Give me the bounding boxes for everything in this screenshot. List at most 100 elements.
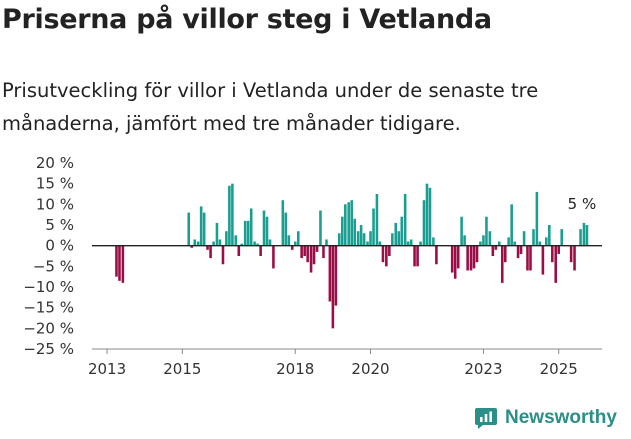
bar — [344, 204, 347, 246]
bar — [479, 241, 482, 246]
bar — [409, 239, 413, 246]
bar — [221, 245, 225, 265]
bar — [328, 245, 332, 302]
bar — [234, 235, 238, 246]
bar — [284, 212, 288, 246]
bar — [296, 231, 300, 246]
bar — [579, 229, 582, 246]
bar — [453, 245, 457, 279]
bar — [425, 183, 429, 246]
y-tick-label: 5 % — [45, 216, 74, 234]
bar — [369, 231, 372, 246]
latest-value-annotation: 5 % — [568, 195, 597, 213]
bar — [548, 225, 551, 246]
bar — [281, 200, 285, 246]
bar — [259, 245, 262, 256]
bar — [522, 231, 526, 246]
bar — [115, 245, 118, 277]
bar — [419, 241, 422, 246]
bar — [231, 183, 234, 246]
bar — [249, 208, 253, 246]
bar — [560, 229, 564, 246]
bar — [306, 245, 309, 263]
bar — [225, 231, 228, 246]
bar — [187, 212, 191, 246]
bar — [526, 245, 529, 271]
bar — [215, 222, 219, 246]
bar — [243, 220, 247, 246]
bar — [503, 245, 507, 263]
bar — [312, 245, 316, 265]
bar — [212, 241, 215, 246]
bar — [469, 245, 473, 271]
bar — [322, 245, 325, 259]
bar — [507, 237, 510, 246]
bar — [262, 210, 266, 246]
bar — [353, 218, 356, 246]
bar — [491, 245, 495, 256]
bar — [385, 245, 388, 267]
bar — [569, 245, 573, 263]
bar — [497, 241, 501, 246]
bar — [290, 245, 294, 250]
bar — [199, 206, 203, 246]
bar — [118, 245, 121, 281]
bar — [585, 225, 589, 246]
newsworthy-logo-icon — [475, 408, 497, 429]
bar — [190, 245, 194, 248]
brand-name: Newsworthy — [505, 407, 617, 428]
bar — [287, 235, 291, 246]
bar — [475, 245, 479, 263]
bar — [516, 245, 520, 259]
bar — [400, 216, 404, 246]
newsworthy-brand: Newsworthy — [474, 406, 617, 430]
bar — [366, 241, 369, 246]
bar — [573, 245, 576, 271]
bar — [450, 245, 454, 273]
bar — [541, 245, 545, 275]
bar — [121, 245, 125, 283]
bar — [513, 241, 516, 246]
bar — [432, 237, 435, 246]
bar — [375, 194, 379, 246]
bar — [456, 245, 460, 269]
bar — [268, 239, 272, 246]
bar — [494, 245, 498, 250]
y-tick-label: 0 % — [45, 237, 74, 255]
bar — [347, 202, 350, 246]
bar — [381, 245, 385, 263]
bar — [519, 245, 523, 254]
bar — [416, 245, 419, 267]
x-tick-label: 2023 — [464, 360, 502, 378]
bar — [309, 245, 313, 273]
bar — [265, 216, 269, 246]
bar — [582, 222, 586, 246]
bar — [319, 210, 322, 246]
bar — [331, 245, 335, 329]
x-tick-label: 2018 — [276, 360, 314, 378]
bar — [388, 245, 391, 256]
bar — [202, 212, 206, 246]
chart-title: Priserna på villor steg i Vetlanda — [2, 4, 492, 35]
bar — [500, 245, 504, 283]
bar — [413, 245, 416, 267]
y-tick-label: −10 % — [23, 278, 74, 296]
bar — [406, 241, 410, 246]
bar — [206, 245, 209, 250]
bar — [209, 245, 212, 259]
bar — [397, 231, 401, 246]
bar — [272, 245, 275, 269]
x-tick-label: 2020 — [351, 360, 389, 378]
bar — [529, 245, 532, 271]
bar — [338, 233, 341, 246]
bar — [394, 222, 398, 246]
bar — [196, 241, 200, 246]
bar — [510, 204, 513, 246]
bar — [466, 245, 469, 271]
bar — [256, 243, 259, 246]
bar — [300, 245, 303, 259]
bar — [315, 245, 319, 252]
bar — [378, 241, 382, 246]
bar — [359, 225, 363, 246]
bar — [435, 245, 438, 265]
